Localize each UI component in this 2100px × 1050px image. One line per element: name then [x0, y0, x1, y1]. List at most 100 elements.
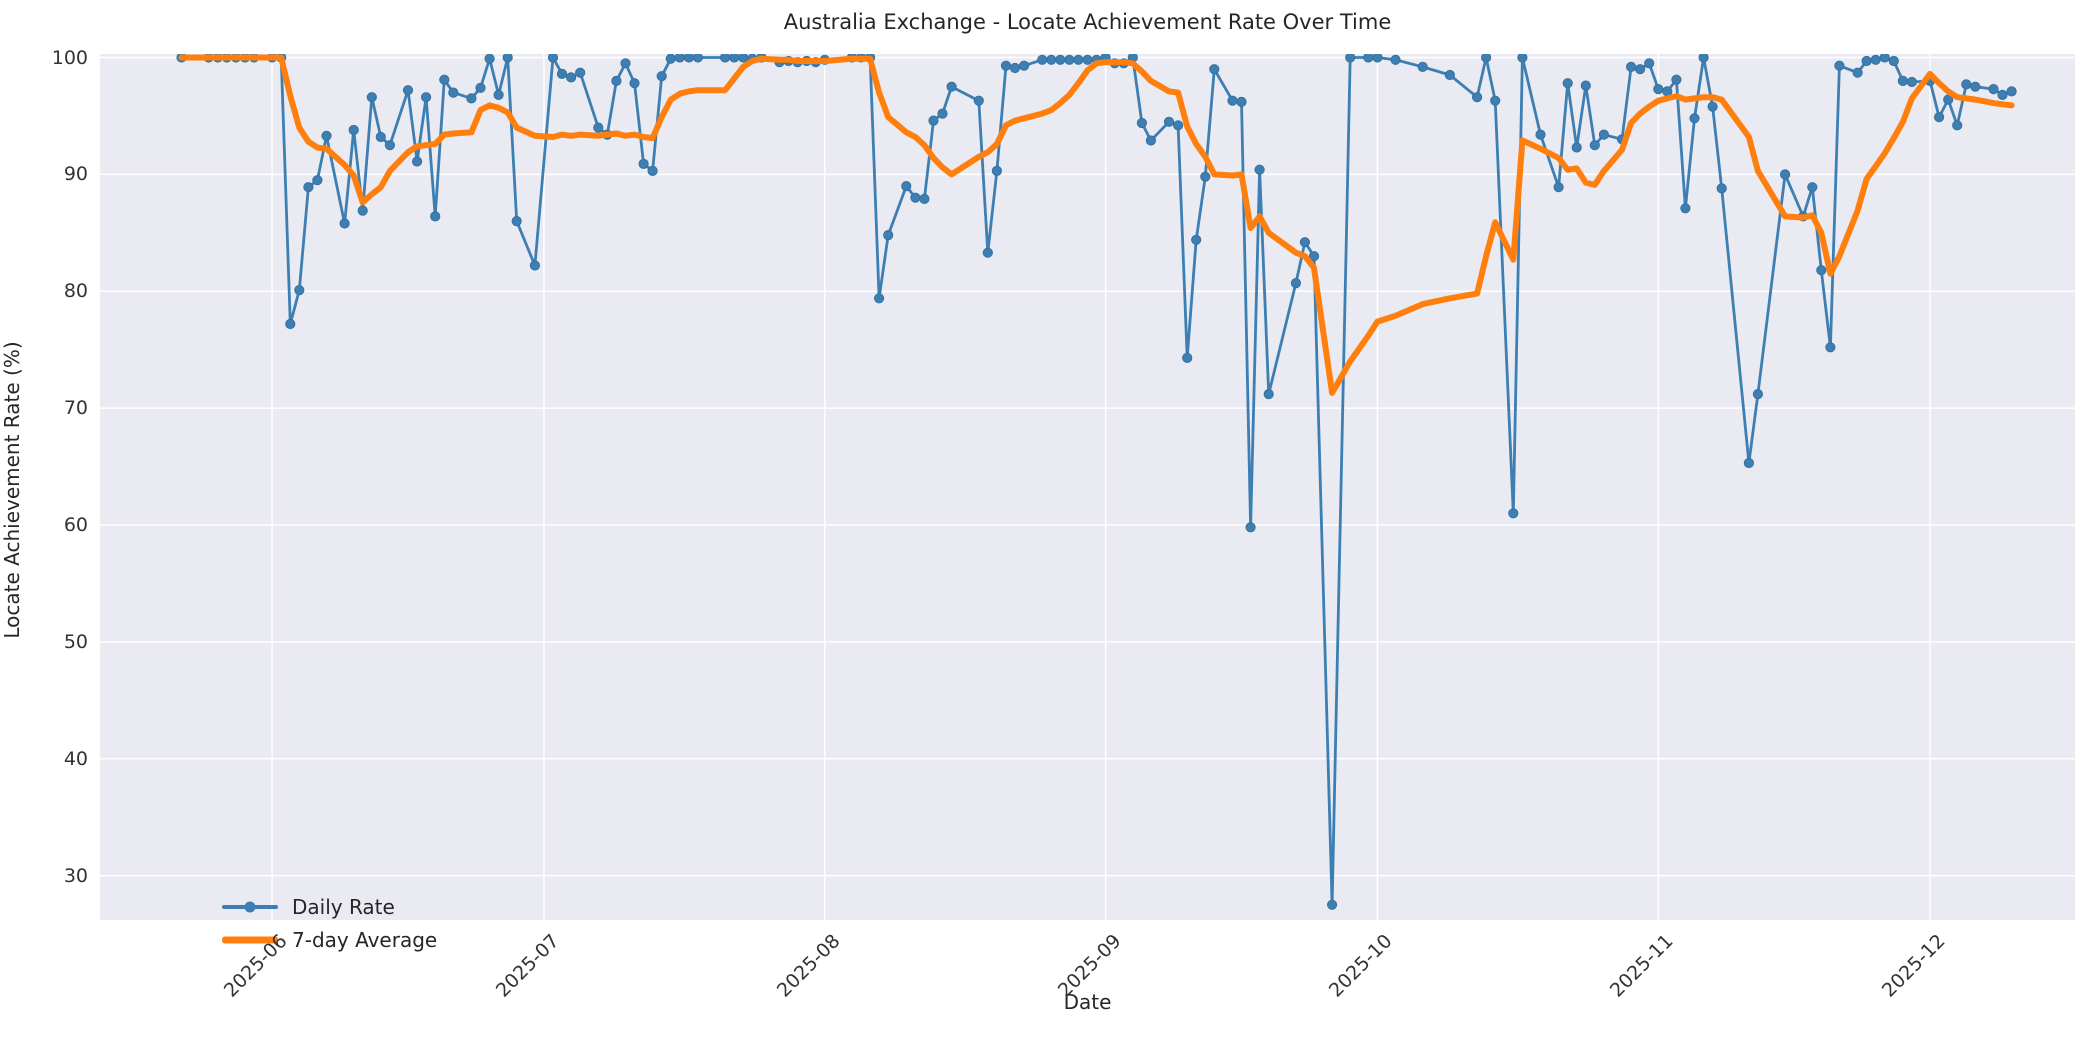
daily-rate-marker	[448, 87, 459, 98]
daily-rate-marker	[973, 95, 984, 106]
daily-rate-marker	[1807, 182, 1818, 193]
daily-rate-marker	[1481, 54, 1492, 63]
daily-rate-marker	[1825, 342, 1836, 353]
daily-rate-line-icon	[222, 897, 278, 917]
daily-rate-marker	[375, 131, 386, 143]
daily-rate-marker	[1671, 74, 1682, 85]
daily-rate-marker	[1308, 251, 1320, 262]
daily-rate-marker	[1780, 169, 1791, 180]
daily-rate-marker	[366, 92, 377, 103]
daily-rate-marker	[402, 85, 414, 96]
daily-rate-marker	[1000, 60, 1012, 71]
daily-rate-marker	[1046, 54, 1057, 65]
daily-rate-marker	[2006, 86, 2017, 97]
daily-rate-marker	[484, 54, 495, 64]
daily-rate-marker	[1290, 278, 1302, 289]
daily-rate-marker	[1635, 64, 1646, 75]
daily-rate-marker	[1417, 61, 1428, 72]
daily-rate-marker	[901, 181, 912, 192]
daily-rate-marker	[1852, 67, 1863, 78]
daily-rate-marker	[683, 54, 694, 63]
daily-rate-marker	[1562, 78, 1573, 89]
daily-rate-marker	[566, 72, 577, 83]
daily-rate-marker	[1988, 83, 1999, 95]
daily-rate-marker	[946, 81, 957, 92]
daily-rate-marker	[1589, 140, 1600, 151]
daily-rate-marker	[529, 260, 540, 271]
daily-rate-marker	[874, 293, 885, 304]
daily-rate-marker	[1082, 54, 1093, 65]
daily-rate-marker	[1888, 55, 1899, 67]
daily-rate-marker	[1689, 113, 1700, 124]
daily-rate-marker	[430, 211, 441, 222]
daily-rate-marker	[1816, 265, 1827, 276]
daily-rate-marker	[1906, 76, 1918, 88]
daily-rate-marker	[883, 230, 894, 241]
daily-rate-marker	[1191, 234, 1202, 245]
daily-rate-marker	[1752, 389, 1764, 400]
daily-rate-marker	[357, 205, 368, 216]
legend-label-daily-rate: Daily Rate	[292, 894, 395, 919]
daily-rate-marker	[692, 54, 703, 63]
daily-rate-marker	[1580, 80, 1591, 91]
daily-rate-marker	[982, 247, 993, 258]
daily-rate-marker	[919, 193, 930, 204]
daily-rate-marker	[1553, 182, 1564, 193]
daily-rate-marker	[937, 108, 948, 119]
legend-item-7day-average: 7-day Average	[222, 923, 437, 956]
daily-rate-marker	[1327, 899, 1338, 910]
daily-rate-marker	[620, 58, 631, 69]
daily-rate-marker	[1952, 120, 1963, 131]
x-axis-label: Date	[1063, 990, 1112, 1014]
daily-rate-marker	[1372, 54, 1383, 63]
daily-rate-marker	[991, 165, 1003, 177]
daily-rate-marker	[1870, 54, 1881, 65]
daily-rate-marker	[321, 130, 332, 141]
daily-rate-marker	[1200, 171, 1211, 182]
daily-rate-marker	[1508, 508, 1519, 519]
daily-rate-marker	[1073, 54, 1084, 65]
daily-rate-line	[181, 56, 2013, 907]
daily-rate-marker	[303, 182, 314, 193]
daily-rate-marker	[1626, 61, 1637, 72]
y-tick-label: 100	[51, 46, 88, 69]
daily-rate-marker	[412, 156, 423, 167]
daily-rate-marker	[312, 175, 323, 186]
daily-rate-marker	[1245, 522, 1256, 533]
daily-rate-marker	[1444, 69, 1456, 81]
daily-rate-marker	[1299, 237, 1311, 248]
daily-rate-marker	[1236, 96, 1247, 108]
daily-rate-marker	[910, 192, 921, 203]
daily-rate-marker	[1490, 95, 1501, 106]
y-tick-label: 70	[63, 397, 88, 420]
daily-rate-marker	[720, 54, 731, 63]
daily-rate-marker	[1037, 54, 1048, 65]
daily-rate-marker	[348, 124, 359, 136]
daily-rate-marker	[1879, 54, 1890, 63]
y-tick-label: 30	[63, 864, 88, 887]
plot-canvas	[100, 54, 2075, 920]
daily-rate-marker	[285, 318, 296, 330]
daily-rate-marker	[593, 122, 604, 133]
daily-rate-marker	[1961, 79, 1972, 90]
daily-rate-marker	[1707, 101, 1718, 112]
daily-rate-marker	[1698, 54, 1709, 63]
daily-rate-marker	[1254, 164, 1265, 175]
daily-rate-marker	[1743, 457, 1755, 469]
daily-rate-marker	[611, 75, 622, 86]
daily-rate-marker	[1182, 352, 1193, 363]
daily-rate-marker	[1019, 60, 1030, 71]
legend: Daily Rate 7-day Average	[222, 890, 437, 956]
plot-area: Daily Rate 7-day Average	[100, 54, 2075, 952]
daily-rate-marker	[665, 54, 676, 64]
y-tick-label: 80	[63, 280, 88, 303]
daily-rate-marker	[1653, 83, 1664, 95]
daily-rate-marker	[1934, 112, 1945, 123]
daily-rate-marker	[1136, 117, 1148, 129]
daily-rate-marker	[575, 67, 586, 78]
daily-rate-marker	[647, 165, 658, 177]
daily-rate-marker	[1716, 183, 1727, 194]
y-tick-label: 50	[63, 630, 88, 653]
daily-rate-marker	[421, 92, 432, 103]
